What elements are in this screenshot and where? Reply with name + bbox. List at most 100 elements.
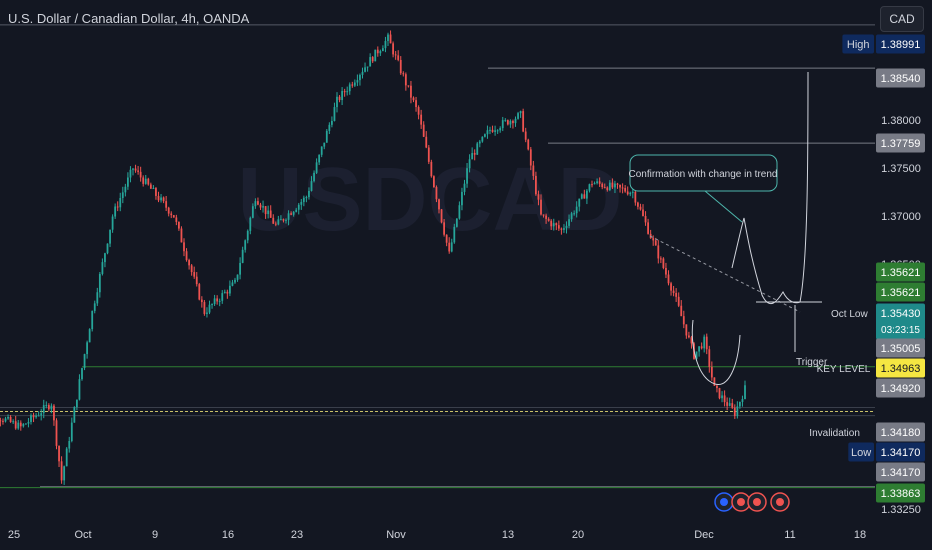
candle-body: [257, 201, 259, 205]
candle: [532, 160, 535, 180]
candle: [430, 159, 433, 178]
candle: [295, 207, 298, 213]
candle-body: [369, 57, 372, 67]
candle-body: [101, 262, 104, 274]
candle: [267, 205, 270, 219]
price-tag-value: 1.37759: [881, 138, 921, 150]
price-tag[interactable]: 1.34170 Low: [848, 442, 925, 462]
candle-body: [313, 172, 315, 182]
candle: [601, 182, 604, 190]
candle: [264, 206, 267, 219]
candle: [621, 183, 624, 194]
candle-body: [308, 190, 310, 198]
candle-body: [422, 124, 425, 137]
candle-body: [325, 130, 328, 143]
price-tag[interactable]: 1.33863: [876, 483, 925, 503]
candle: [292, 211, 295, 217]
candle: [78, 374, 81, 401]
candle: [175, 214, 178, 226]
candle: [142, 175, 145, 187]
candle: [206, 307, 208, 318]
candle-body: [149, 184, 152, 189]
candle: [325, 129, 328, 143]
candle-body: [473, 153, 476, 155]
watermark-text: USDCAD: [237, 150, 622, 250]
candle: [170, 211, 173, 219]
price-tag[interactable]: 1.34180 Invalidation: [809, 422, 925, 442]
price-tag-bg: [876, 442, 925, 462]
candle: [563, 224, 565, 233]
price-tag[interactable]: 1.35621: [876, 262, 925, 282]
candle: [361, 67, 364, 79]
candle: [244, 239, 247, 253]
candle: [708, 345, 711, 373]
price-tag[interactable]: 1.35621: [876, 282, 925, 302]
price-tag[interactable]: 1.38991 High: [842, 34, 925, 54]
candle: [96, 287, 99, 306]
projection-curve[interactable]: [691, 319, 741, 385]
candle: [677, 292, 680, 308]
candle-body: [114, 206, 117, 217]
candle-body: [251, 206, 254, 218]
price-tag[interactable]: 1.34963 KEY LEVEL: [817, 358, 925, 378]
price-tag[interactable]: 1.37759: [876, 133, 925, 153]
candle-body: [667, 274, 670, 284]
candle: [547, 217, 550, 222]
candle-body: [280, 219, 282, 221]
candle-body: [262, 206, 264, 208]
candle-body: [206, 312, 208, 314]
candle-body: [65, 448, 68, 467]
candle-body: [489, 129, 491, 131]
candle: [504, 118, 507, 122]
candle-body: [512, 120, 514, 124]
candle-body: [455, 218, 458, 227]
price-tag-bg: [876, 262, 925, 282]
candle-body: [359, 74, 361, 81]
x-tick-label: Nov: [386, 529, 406, 541]
candle: [32, 412, 35, 423]
trend-line[interactable]: [649, 235, 801, 313]
candle-body: [634, 191, 637, 203]
price-tag-value: 1.35430: [881, 308, 921, 320]
candle-body: [552, 223, 555, 227]
candle-body: [346, 91, 349, 93]
candle-body: [111, 216, 114, 230]
candle-body: [208, 304, 211, 313]
candle: [190, 264, 193, 276]
candle-body: [575, 206, 578, 214]
candle-body: [239, 262, 241, 275]
price-tag[interactable]: 1.38540: [876, 68, 925, 88]
candle: [512, 119, 514, 129]
price-tag[interactable]: 1.34170: [876, 462, 925, 482]
price-tag[interactable]: 1.34920: [876, 378, 925, 398]
candle-body: [731, 403, 734, 408]
projection-path[interactable]: [731, 71, 809, 305]
candle: [259, 202, 262, 211]
candle-body: [139, 171, 142, 178]
callout-box[interactable]: [629, 154, 778, 192]
candle-body: [427, 147, 430, 162]
price-tag-value: 1.34170: [881, 467, 921, 479]
candle: [4, 416, 7, 423]
candle: [440, 208, 443, 224]
candle-body: [555, 223, 558, 226]
price-tag[interactable]: 1.35005: [876, 338, 925, 358]
candle-body: [535, 175, 537, 195]
price-tag[interactable]: 1.35430 03:23:15 Oct Low: [831, 303, 925, 340]
candle: [494, 125, 496, 136]
candle-body: [127, 177, 129, 187]
candle-body: [481, 136, 484, 142]
candle: [47, 403, 50, 412]
candle-body: [514, 118, 517, 124]
price-tag-value: 1.34920: [881, 383, 921, 395]
candle: [728, 397, 731, 407]
candle: [239, 257, 241, 280]
candle-body: [491, 129, 494, 132]
candle-body: [42, 405, 45, 414]
candle: [338, 95, 341, 103]
candle: [359, 73, 361, 86]
candle-body: [573, 213, 576, 215]
currency-button[interactable]: CAD: [880, 6, 924, 32]
candle-body: [37, 415, 40, 417]
